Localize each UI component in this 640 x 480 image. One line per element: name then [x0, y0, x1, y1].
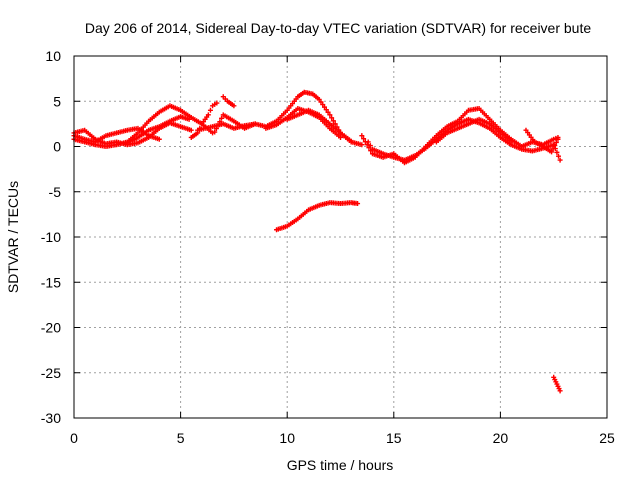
- data-point: [186, 116, 192, 122]
- data-point: [205, 112, 211, 118]
- data-point: [318, 99, 324, 105]
- data-point: [359, 142, 365, 148]
- data-point: [212, 129, 218, 135]
- y-tick-label: -15: [41, 274, 61, 290]
- data-point: [329, 115, 335, 121]
- y-tick-label: -20: [41, 320, 61, 336]
- x-tick-label: 10: [279, 430, 295, 446]
- data-point: [213, 126, 219, 132]
- data-point: [215, 122, 221, 128]
- data-point: [550, 146, 556, 152]
- data-point: [361, 136, 367, 142]
- x-tick-label: 0: [70, 430, 78, 446]
- y-tick-label: -5: [49, 184, 62, 200]
- data-point: [355, 201, 361, 207]
- data-point: [549, 149, 555, 155]
- data-point: [214, 100, 220, 106]
- series-track-4: [124, 114, 192, 146]
- data-point: [364, 142, 370, 148]
- data-points: [71, 89, 563, 394]
- series-track-14: [433, 116, 514, 145]
- data-point: [554, 149, 560, 155]
- data-point: [348, 138, 354, 144]
- y-tick-label: 10: [45, 48, 61, 64]
- x-tick-label: 25: [599, 430, 615, 446]
- data-point: [366, 145, 372, 151]
- y-tick-label: -25: [41, 365, 61, 381]
- data-point: [332, 121, 338, 127]
- data-point: [322, 104, 328, 110]
- data-point: [555, 136, 561, 142]
- data-point: [231, 103, 237, 109]
- series-track-8: [220, 94, 237, 109]
- data-point: [553, 139, 559, 145]
- data-point: [320, 102, 326, 108]
- data-point: [207, 107, 213, 113]
- data-point: [359, 133, 365, 139]
- series-track-10: [284, 107, 354, 144]
- series-track-16: [551, 374, 563, 394]
- y-tick-label: -30: [41, 410, 61, 426]
- data-point: [156, 136, 162, 142]
- data-point: [330, 118, 336, 124]
- y-tick-label: 0: [53, 139, 61, 155]
- data-point: [188, 127, 194, 133]
- series-track-1: [71, 120, 194, 148]
- data-point: [508, 139, 514, 145]
- chart-title: Day 206 of 2014, Sidereal Day-to-day VTE…: [85, 20, 592, 36]
- data-point: [323, 107, 329, 113]
- data-point: [557, 388, 563, 394]
- x-axis-ticks: 0 5 10 15 20 25: [70, 56, 615, 446]
- data-point: [316, 96, 322, 102]
- data-point: [327, 112, 333, 118]
- series-track-3: [71, 103, 216, 149]
- data-point: [552, 143, 558, 149]
- data-point: [217, 119, 223, 125]
- data-point: [555, 153, 561, 159]
- data-point: [368, 148, 374, 154]
- y-axis-ticks: 10 5 0 -5 -10 -15 -20 -25 -30: [41, 48, 607, 426]
- data-point: [219, 115, 225, 121]
- y-axis-label: SDTVAR / TECUs: [5, 181, 21, 293]
- x-tick-label: 15: [386, 430, 402, 446]
- series-track-11: [274, 200, 361, 233]
- x-axis-label: GPS time / hours: [287, 457, 394, 473]
- data-point: [338, 134, 343, 140]
- y-tick-label: 5: [53, 93, 61, 109]
- data-point: [362, 139, 368, 145]
- data-point: [325, 109, 331, 115]
- y-tick-label: -10: [41, 229, 61, 245]
- data-point: [557, 157, 563, 163]
- grid-lines: [74, 56, 607, 418]
- x-tick-label: 20: [493, 430, 509, 446]
- x-tick-label: 5: [177, 430, 185, 446]
- series-track-15: [523, 127, 561, 155]
